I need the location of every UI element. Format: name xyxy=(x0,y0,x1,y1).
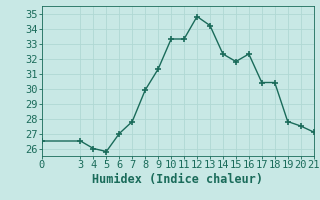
X-axis label: Humidex (Indice chaleur): Humidex (Indice chaleur) xyxy=(92,173,263,186)
